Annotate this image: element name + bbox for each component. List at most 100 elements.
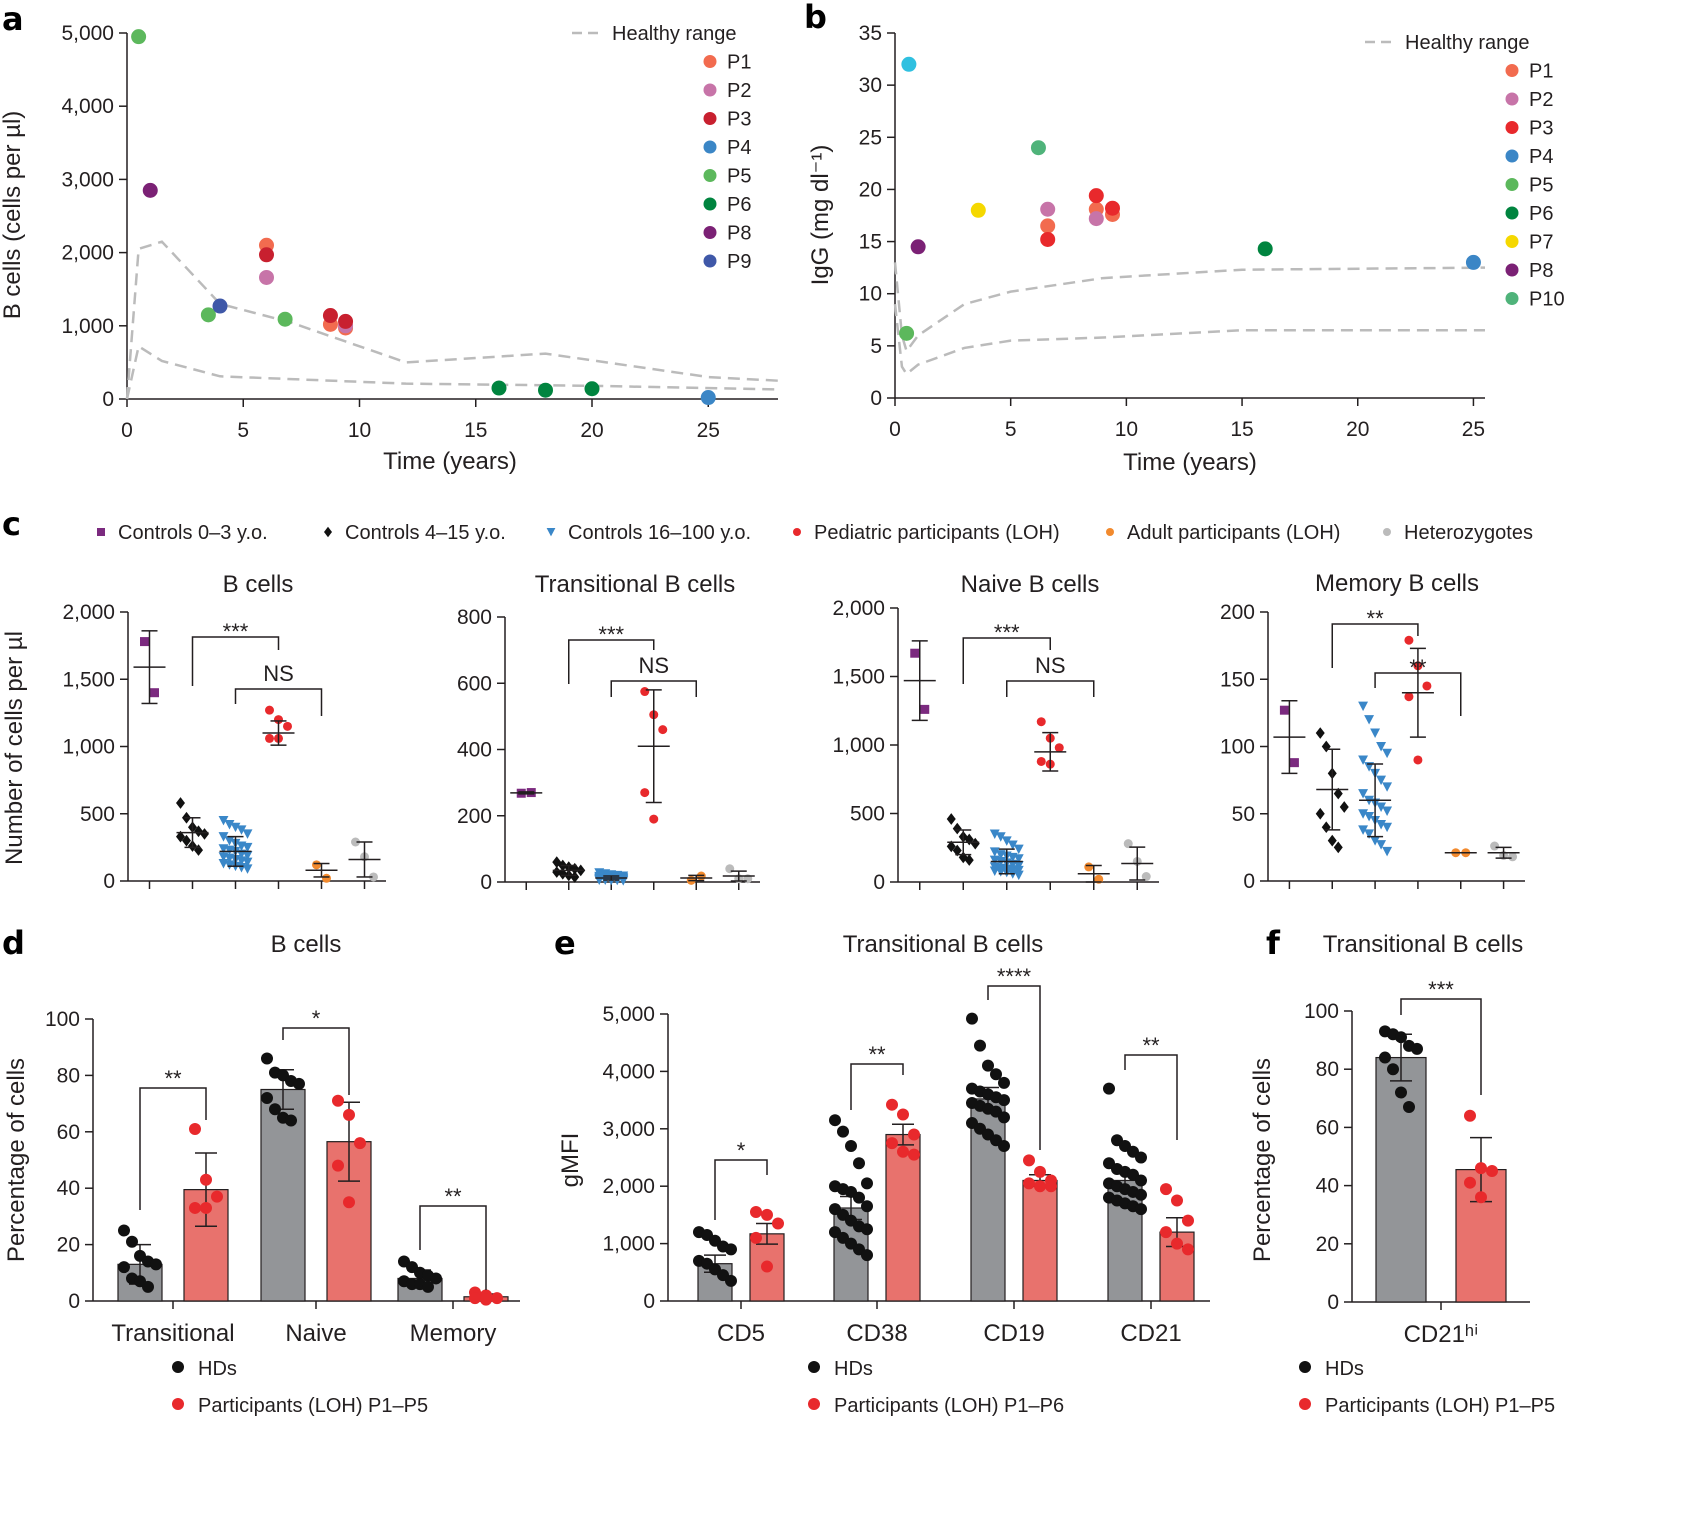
data-point [1160,1183,1172,1196]
significance-bracket [987,985,1041,1150]
healthy-range-upper-line [893,262,1486,354]
x-tick-label: 0 [121,419,133,442]
data-point [761,1260,773,1273]
legend-label: Controls 4–15 y.o. [345,522,506,544]
chart-title: Transitional B cells [843,931,1044,958]
legend-marker [172,1361,184,1373]
y-tick-label: 200 [457,805,492,828]
y-axis-label: Number of cells per µl [1,631,28,865]
significance-bracket [419,1205,487,1290]
data-point [1508,852,1518,862]
x-tick-label: Transitional [111,1320,234,1347]
significance-bracket [714,1159,768,1220]
data-point [1339,801,1349,813]
y-tick-label: 5,000 [61,22,114,45]
chart-f: 0 20 40 60 80 100 Transitional B cells Percenta… [1249,931,1555,1417]
y-tick-label: 600 [457,672,492,695]
y-tick-label: 40 [57,1177,80,1200]
legend-marker [1505,64,1519,77]
legend-label: Controls 16–100 y.o. [568,522,751,544]
legend-marker [1505,263,1519,277]
chart-d: 0 20 40 60 80 100 B cells Percentage of cells Tr… [3,931,520,1417]
data-point [269,1103,281,1116]
data-point [1395,1031,1407,1044]
data-point [1382,806,1393,817]
data-point [946,813,956,825]
data-point [343,1196,355,1209]
x-tick-label: 20 [580,419,603,442]
x-tick-label: 5 [1005,418,1017,441]
panel-letter-b: b [804,0,827,36]
data-point [150,1258,162,1271]
data-point [1279,705,1289,715]
data-point [998,1111,1010,1124]
data-point [369,872,378,882]
y-tick-label: 20 [859,178,882,201]
y-tick-label: 150 [1220,668,1255,691]
data-point [1358,789,1369,799]
data-point [1475,1162,1487,1175]
y-tick-label: 15 [859,231,882,254]
y-tick-label: 0 [870,387,882,410]
y-tick-label: 30 [859,74,882,97]
data-point [140,637,149,647]
legend-label: Participants (LOH) P1–P5 [198,1395,428,1417]
y-tick-label: 2,000 [832,597,885,620]
data-point [1103,1082,1115,1095]
data-point [1036,717,1046,727]
significance-label: *** [598,622,624,647]
legend-label-p2: P2 [727,80,751,102]
data-point-p5 [200,307,216,323]
data-point [1490,841,1500,851]
significance-bracket [850,1063,904,1110]
chart-c4: 0 50 100 150 200 Memory B cells ** ** [1220,570,1525,893]
chart-b: 0 5 10 15 20 25 30 35 0 5 10 15 20 25 Time (years) IgG … [807,22,1565,476]
legend-marker-circle [1106,528,1114,536]
data-point [293,1077,305,1090]
data-point [1370,728,1381,738]
data-point [837,1125,849,1138]
legend-label-p2: P2 [1529,89,1553,111]
data-point-p3 [259,247,274,263]
data-point [897,1108,909,1121]
legend-label-p3: P3 [1529,118,1553,140]
legend-label-p10: P10 [1529,289,1565,311]
data-point [1486,1165,1498,1178]
legend-label-p1: P1 [1529,61,1553,83]
data-point-p6 [584,381,600,397]
x-axis-label: Time (years) [383,448,517,475]
data-point-p2 [1040,201,1056,217]
data-point [658,725,668,735]
y-tick-label: 35 [859,22,882,45]
data-point [211,1190,223,1203]
data-point [1013,854,1024,864]
data-point [861,1177,873,1190]
chart-title: Naive B cells [961,571,1100,598]
data-point [908,1128,920,1141]
data-point [552,866,562,878]
y-tick-label: 80 [1316,1058,1339,1081]
data-point [750,1231,762,1244]
significance-label: *** [994,620,1020,645]
data-point [285,1114,297,1127]
data-point [118,1224,130,1237]
bar-participant [1022,1179,1058,1302]
significance-bracket [568,639,655,684]
data-point [1382,748,1393,759]
data-point [1376,742,1387,752]
y-tick-label: 20 [57,1234,80,1257]
y-tick-label: 100 [1220,736,1255,759]
data-point-p6 [1257,241,1273,257]
data-point [990,1068,1002,1081]
legend-marker [1505,178,1519,191]
data-point [261,1052,273,1065]
data-point [189,1201,201,1214]
data-point [176,830,185,843]
data-point [982,1059,994,1072]
data-point [265,733,274,743]
chart-title: Memory B cells [1315,570,1479,597]
data-point [312,860,321,870]
data-point [322,873,331,883]
data-point [1321,740,1331,753]
data-point [974,1039,986,1052]
